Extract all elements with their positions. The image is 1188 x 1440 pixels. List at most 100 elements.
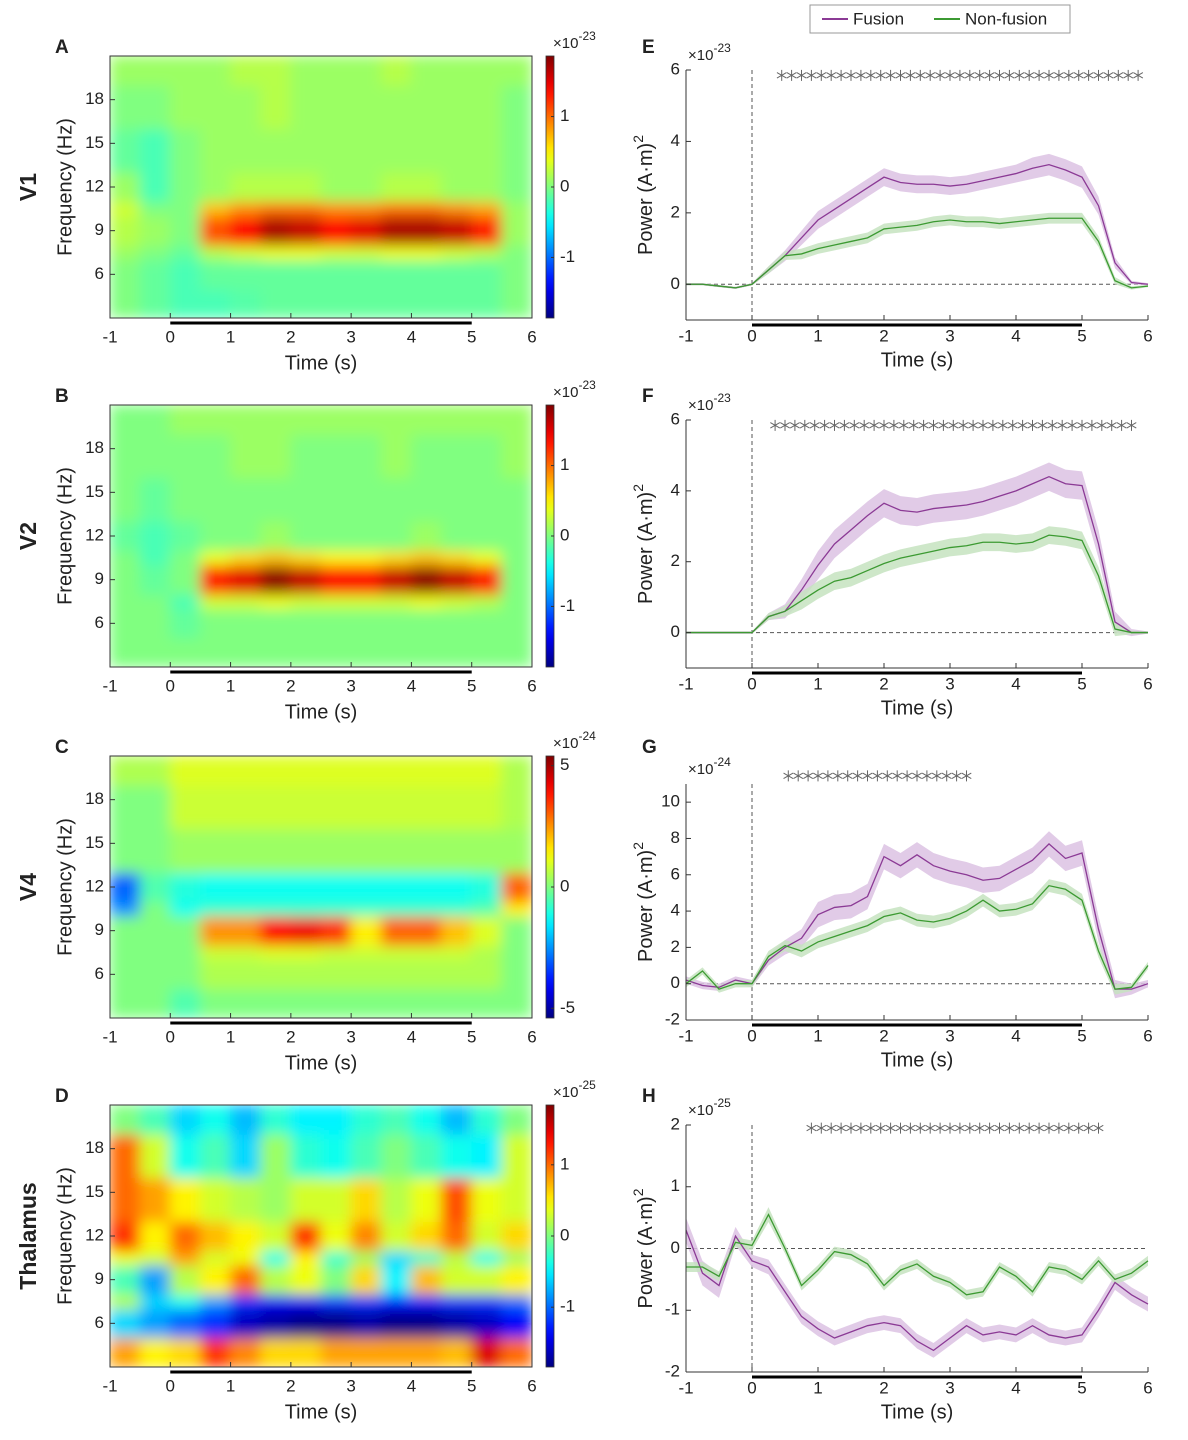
heatmap-cell bbox=[501, 1308, 532, 1339]
significance-marker bbox=[845, 69, 857, 81]
heatmap-cell bbox=[169, 564, 201, 595]
y-tick-label: 6 bbox=[671, 864, 680, 883]
heatmap-cell bbox=[471, 1308, 503, 1339]
heatmap-cell bbox=[441, 1105, 473, 1135]
heatmap bbox=[110, 1105, 532, 1367]
heatmap-cell bbox=[410, 520, 443, 552]
heatmap-cell bbox=[350, 405, 382, 435]
heatmap-cell bbox=[441, 1250, 473, 1266]
significance-marker bbox=[948, 419, 959, 431]
heatmap-cell bbox=[290, 1308, 322, 1339]
significance-marker bbox=[1133, 69, 1144, 81]
heatmap-cell bbox=[139, 128, 171, 173]
heatmap-cell bbox=[139, 201, 171, 217]
y-tick-label: 0 bbox=[671, 1238, 680, 1257]
heatmap-cell bbox=[110, 901, 141, 917]
heatmap-cell bbox=[350, 871, 382, 903]
heatmap-cell bbox=[290, 477, 322, 522]
heatmap-cell bbox=[471, 433, 503, 479]
significance-marker bbox=[855, 69, 866, 81]
heatmap-cell bbox=[471, 1220, 503, 1252]
heatmap-cell bbox=[199, 637, 232, 667]
significance-marker bbox=[974, 69, 985, 81]
heatmap-cell bbox=[320, 756, 352, 786]
heatmap-cell bbox=[410, 1337, 443, 1367]
heatmap-cell bbox=[380, 564, 412, 595]
error-band bbox=[686, 879, 1148, 995]
significance-marker bbox=[786, 69, 797, 81]
axis-multiplier: ×10-24 bbox=[553, 729, 596, 752]
heatmap-cell bbox=[139, 477, 171, 522]
y-tick-label: 15 bbox=[85, 833, 104, 852]
significance-marker bbox=[779, 419, 791, 431]
significance-marker bbox=[997, 419, 1008, 431]
heatmap-cell bbox=[290, 1264, 322, 1295]
y-axis-label-text: Power (A·m) bbox=[635, 492, 657, 604]
heatmap-cell bbox=[410, 988, 443, 1018]
heatmap-cell bbox=[110, 550, 141, 566]
heatmap-cell bbox=[260, 215, 292, 246]
heatmap-cell bbox=[410, 828, 443, 873]
heatmap-cell bbox=[260, 201, 292, 217]
significance-marker bbox=[944, 69, 956, 81]
heatmap-cell bbox=[501, 201, 532, 217]
y-axis-label-text: Power (A·m) bbox=[635, 143, 657, 255]
significance-marker bbox=[935, 69, 946, 81]
heatmap-cell bbox=[169, 637, 201, 667]
heatmap-cell bbox=[410, 171, 443, 203]
heatmap-cell bbox=[290, 171, 322, 203]
significance-marker bbox=[1123, 69, 1134, 81]
heatmap-cell bbox=[139, 244, 171, 261]
heatmap-cell bbox=[169, 1177, 201, 1222]
heatmap-cell bbox=[320, 608, 352, 639]
significance-marker bbox=[918, 419, 929, 431]
heatmap-cell bbox=[199, 593, 232, 610]
heatmap-cell bbox=[230, 405, 262, 435]
heatmap-cell bbox=[230, 756, 262, 786]
heatmap-cell bbox=[290, 828, 322, 873]
heatmap-cell bbox=[320, 828, 352, 873]
heatmap-cell bbox=[410, 784, 443, 830]
x-axis-label: Time (s) bbox=[881, 349, 954, 371]
significance-marker bbox=[859, 419, 870, 431]
heatmap-cell bbox=[441, 405, 473, 435]
x-axis-label: Time (s) bbox=[285, 701, 358, 723]
heatmap-cell bbox=[501, 1133, 532, 1179]
heatmap-cell bbox=[169, 477, 201, 522]
heatmap-cell bbox=[501, 550, 532, 566]
heatmap-cell bbox=[260, 128, 292, 173]
x-tick-label: 4 bbox=[1011, 674, 1020, 693]
significance-marker bbox=[1113, 69, 1124, 81]
y-tick-label: 18 bbox=[85, 89, 104, 108]
heatmap-cell bbox=[230, 944, 262, 961]
y-tick-label: 12 bbox=[85, 876, 104, 895]
multiplier-base: ×10 bbox=[688, 397, 713, 414]
heatmap-cell bbox=[441, 244, 473, 261]
heatmap-cell bbox=[169, 1105, 201, 1135]
heatmap-cell bbox=[110, 244, 141, 261]
heatmap-cell bbox=[230, 1105, 262, 1135]
heatmap-cell bbox=[410, 593, 443, 610]
significance-marker bbox=[968, 419, 979, 431]
y-tick-label: 6 bbox=[95, 1313, 104, 1332]
heatmap-cell bbox=[110, 1220, 141, 1252]
heatmap-cell bbox=[139, 756, 171, 786]
heatmap-cell bbox=[110, 1177, 141, 1222]
series-line bbox=[685, 843, 1149, 990]
heatmap-cell bbox=[199, 784, 232, 830]
error-band bbox=[686, 153, 1148, 289]
heatmap-cell bbox=[260, 828, 292, 873]
heatmap-cell bbox=[350, 1264, 382, 1295]
significance-marker bbox=[885, 69, 896, 81]
heatmap-cell bbox=[260, 564, 292, 595]
panel-letter: H bbox=[642, 1086, 656, 1107]
x-tick-label: 1 bbox=[813, 1026, 822, 1045]
heatmap-cell bbox=[139, 288, 171, 318]
heatmap-cell bbox=[110, 259, 141, 290]
heatmap-cell bbox=[380, 784, 412, 830]
heatmap-cell bbox=[230, 128, 262, 173]
significance-marker bbox=[1096, 419, 1107, 431]
x-tick-label: 5 bbox=[467, 676, 476, 695]
x-tick-label: 6 bbox=[527, 676, 536, 695]
